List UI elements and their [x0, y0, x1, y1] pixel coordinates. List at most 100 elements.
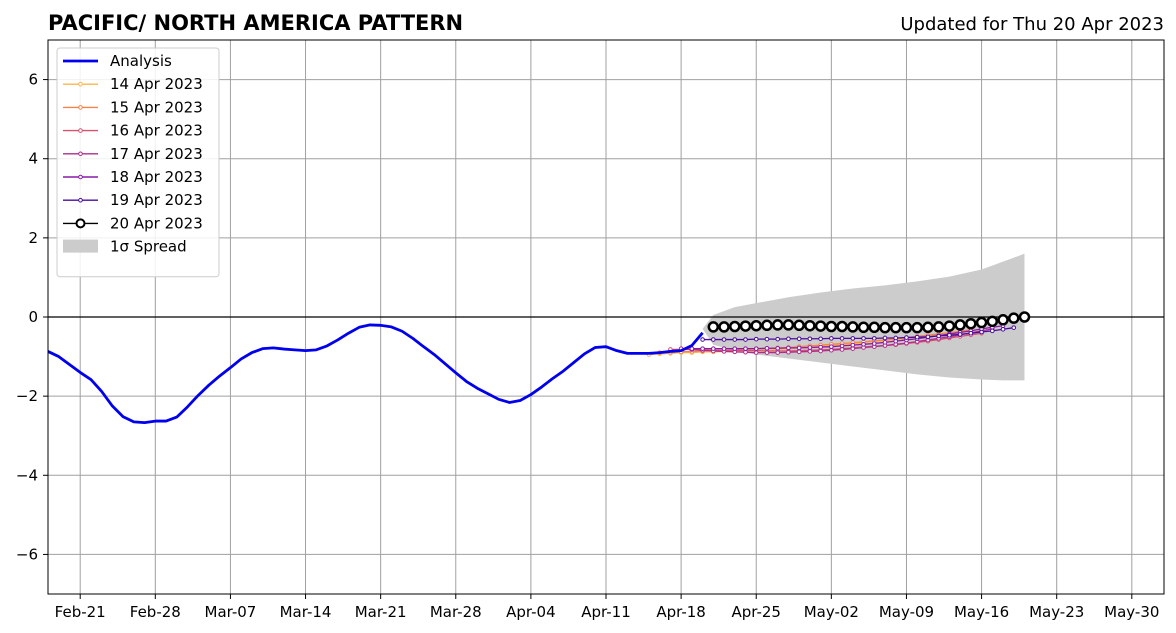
- x-tick-label: May-02: [804, 603, 859, 621]
- x-tick-label: Mar-14: [280, 603, 332, 621]
- legend-box: [56, 47, 220, 278]
- forecast-point: [839, 343, 845, 349]
- forecast-point: [761, 319, 773, 332]
- legend-label: Analysis: [110, 52, 172, 70]
- forecast-point: [807, 336, 813, 342]
- forecast-point: [732, 346, 738, 351]
- forecast-point: [718, 321, 730, 333]
- chart-subtitle: Updated for Thu 20 Apr 2023: [900, 14, 1164, 35]
- x-tick-label: Apr-18: [656, 603, 706, 621]
- forecast-point: [911, 321, 923, 334]
- y-tick-label: −4: [16, 466, 38, 484]
- forecast-point: [807, 349, 813, 354]
- legend-marker: [78, 128, 83, 133]
- forecast-point: [871, 336, 877, 341]
- legend-label: 15 Apr 2023: [110, 98, 203, 116]
- forecast-point: [914, 334, 920, 340]
- analysis-line: [47, 323, 704, 425]
- forecast-point: [739, 320, 752, 332]
- x-tick-label: May-23: [1029, 603, 1084, 621]
- forecast-point: [764, 345, 770, 351]
- forecast-point: [922, 321, 934, 334]
- forecast-point: [796, 345, 802, 351]
- forecast-point: [818, 336, 823, 342]
- forecast-point: [796, 336, 802, 342]
- forecast-point: [968, 330, 974, 336]
- forecast-point: [786, 345, 791, 351]
- y-tick-label: 0: [28, 308, 38, 326]
- forecast-point: [1000, 326, 1006, 332]
- y-tick-label: −2: [16, 387, 38, 405]
- forecast-point: [771, 319, 784, 331]
- forecast-point: [847, 321, 859, 333]
- y-tick-label: −6: [16, 545, 38, 563]
- forecast-point: [707, 321, 720, 333]
- forecast-point: [850, 336, 856, 341]
- forecast-point: [796, 349, 802, 355]
- x-tick-label: Feb-21: [55, 603, 106, 621]
- axis-ticks: Feb-21 Feb-28 Mar-07 Mar-14 Mar-21 Mar-28 Apr-…: [16, 71, 1160, 621]
- forecast-point: [818, 344, 823, 350]
- legend-marker: [75, 218, 86, 229]
- forecast-point: [868, 321, 881, 334]
- forecast-point: [804, 319, 816, 332]
- forecast-point: [997, 314, 1009, 326]
- y-tick-label: 6: [28, 71, 38, 89]
- forecast-point: [818, 348, 823, 354]
- forecast-point: [990, 328, 995, 334]
- forecast-point: [850, 342, 856, 348]
- forecast-point: [986, 315, 999, 328]
- forecast-point: [721, 337, 727, 342]
- legend-label: 14 Apr 2023: [110, 75, 203, 93]
- legend-marker: [78, 105, 83, 110]
- forecast-point: [825, 320, 838, 333]
- forecast-point: [839, 336, 845, 341]
- forecast-point: [882, 335, 888, 341]
- forecast-point: [943, 320, 956, 332]
- forecast-point: [936, 333, 941, 339]
- forecast-point: [829, 344, 834, 349]
- legend-label: 18 Apr 2023: [110, 168, 203, 186]
- forecast-point: [925, 334, 931, 340]
- forecast-point: [775, 336, 780, 342]
- forecast-point: [861, 342, 866, 347]
- chart-title: PACIFIC/ NORTH AMERICA PATTERN: [48, 11, 463, 35]
- legend-marker: [78, 151, 83, 157]
- forecast-point: [829, 347, 834, 353]
- legend-marker: [78, 81, 83, 87]
- x-tick-label: Feb-28: [130, 603, 181, 621]
- forecast-point: [932, 321, 945, 333]
- forecast-point: [975, 316, 988, 329]
- forecast-point: [954, 319, 966, 331]
- legend-marker: [78, 197, 83, 203]
- forecast-point: [1018, 311, 1031, 323]
- forecast-point: [829, 336, 834, 341]
- forecast-point: [904, 335, 909, 340]
- legend: Analysis 14 Apr 2023 15 Apr 2023 16 Apr 202…: [56, 47, 220, 278]
- forecast-point: [947, 332, 952, 338]
- forecast-point: [775, 345, 780, 351]
- forecast-series: [646, 311, 1031, 357]
- forecast-point: [957, 332, 963, 337]
- x-tick-label: May-09: [879, 603, 934, 621]
- forecast-point: [889, 321, 902, 334]
- forecast-point: [882, 340, 888, 345]
- forecast-point: [729, 320, 741, 333]
- forecast-point: [786, 349, 791, 355]
- forecast-point: [879, 321, 891, 334]
- forecast-point: [850, 346, 856, 351]
- x-tick-label: Apr-04: [506, 603, 556, 621]
- forecast-point: [732, 337, 738, 342]
- forecast-point: [711, 337, 716, 342]
- legend-label: 1σ Spread: [110, 238, 187, 256]
- forecast-point: [700, 337, 705, 342]
- legend-label: 17 Apr 2023: [110, 145, 203, 163]
- forecast-point: [893, 335, 899, 341]
- forecast-point: [786, 336, 791, 342]
- forecast-point: [900, 321, 913, 334]
- legend-marker: [78, 174, 83, 180]
- forecast-point: [836, 320, 848, 333]
- forecast-point: [871, 341, 877, 346]
- forecast-point: [764, 350, 770, 355]
